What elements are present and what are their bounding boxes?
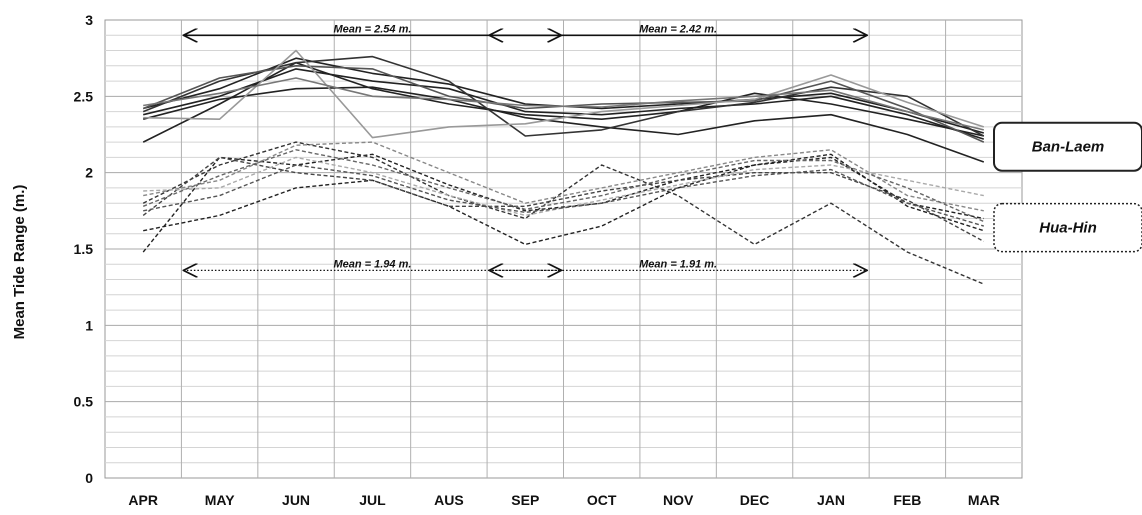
x-tick-label: SEP xyxy=(511,492,539,508)
y-tick-label: 1 xyxy=(85,317,93,333)
legend-box xyxy=(993,121,1142,172)
legend-item: Ban-Laem xyxy=(993,121,1142,172)
series-line xyxy=(143,164,985,227)
y-tick-label: 3 xyxy=(85,12,93,28)
y-tick-label: 1.5 xyxy=(74,241,94,257)
y-tick-label: 2.5 xyxy=(74,88,94,104)
x-tick-label: APR xyxy=(128,492,158,508)
x-tick-label: OCT xyxy=(587,492,617,508)
mean-label: Mean = 2.54 m. xyxy=(333,23,411,35)
legend-item: Hua-Hin xyxy=(993,202,1142,253)
series-layer xyxy=(142,49,985,285)
legend: Ban-Laem Hua-Hin xyxy=(993,121,1142,253)
mean-label: Mean = 1.91 m. xyxy=(639,258,717,270)
legend-box xyxy=(993,202,1142,253)
legend-label: Ban-Laem xyxy=(1032,139,1105,156)
x-tick-label: MAR xyxy=(968,492,1000,508)
x-tick-label: DEC xyxy=(740,492,770,508)
legend-label: Hua-Hin xyxy=(1039,220,1097,237)
series-line xyxy=(142,141,985,285)
annotation-layer: Mean = 2.54 m. Mean = 2.42 m. Mean = 1.94 … xyxy=(183,23,867,270)
series-group-hua-hin xyxy=(142,141,985,285)
series-line xyxy=(142,149,985,223)
x-tick-label: NOV xyxy=(663,492,694,508)
series-line xyxy=(142,86,985,163)
series-line xyxy=(142,153,984,253)
series-line xyxy=(142,55,985,137)
mean-label: Mean = 2.42 m. xyxy=(639,23,717,35)
x-tick-label: FEB xyxy=(893,492,921,508)
y-tick-label: 0.5 xyxy=(74,394,94,410)
y-axis-label: Mean Tide Range (m.) xyxy=(11,185,28,340)
series-line xyxy=(143,49,985,139)
series-line xyxy=(143,77,984,131)
x-tick-label: JAN xyxy=(817,492,845,508)
series-line xyxy=(143,141,984,212)
x-tick-label: MAY xyxy=(205,492,235,508)
mean-annotation: Mean = 1.91 m. xyxy=(489,258,867,270)
axes: 0 0.5 1 1.5 2 2.5 3 APR MAY JUN JUL AUS SEP OCT NOV DEC… xyxy=(74,12,1000,508)
series-line xyxy=(143,153,985,246)
mean-annotation: Mean = 2.42 m. xyxy=(489,23,867,35)
x-tick-label: AUS xyxy=(434,492,464,508)
x-tick-label: JUL xyxy=(359,492,386,508)
series-line xyxy=(142,156,985,243)
grid xyxy=(105,20,1022,478)
series-line xyxy=(143,156,984,217)
y-tick-label: 0 xyxy=(85,470,93,486)
x-tick-label: JUN xyxy=(282,492,310,508)
series-group-ban-laem xyxy=(142,49,985,163)
mean-label: Mean = 1.94 m. xyxy=(333,258,411,270)
y-tick-label: 2 xyxy=(85,165,93,181)
series-line xyxy=(143,68,985,140)
